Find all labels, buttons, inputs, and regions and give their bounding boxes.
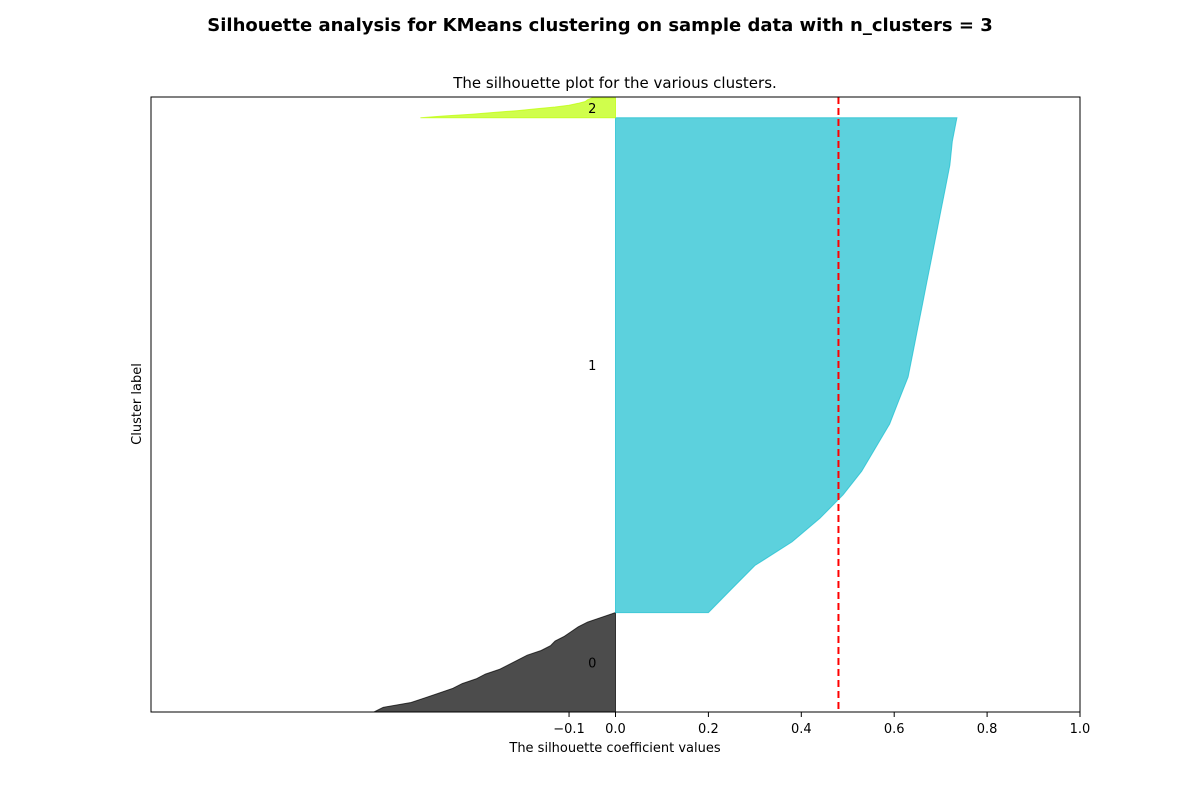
x-tick-label: 1.0	[1070, 722, 1091, 737]
chart-title: The silhouette plot for the various clus…	[452, 74, 777, 92]
x-tick-label: 0.0	[605, 722, 626, 737]
x-tick-label: 0.2	[698, 722, 719, 737]
x-tick-label: −0.1	[553, 722, 585, 737]
cluster-0-silhouette	[373, 611, 616, 713]
x-tick-label: 0.6	[884, 722, 905, 737]
x-axis-label: The silhouette coefficient values	[508, 741, 720, 756]
y-axis-label: Cluster label	[130, 363, 145, 445]
x-axis-ticks: −0.1 0.0 0.2 0.4 0.6 0.8 1.0	[553, 712, 1090, 737]
cluster-0-label: 0	[588, 656, 596, 671]
cluster-2-silhouette	[420, 97, 616, 119]
x-tick-label: 0.8	[977, 722, 998, 737]
cluster-1-label: 1	[588, 359, 596, 374]
cluster-2-label: 2	[588, 102, 596, 117]
x-tick-label: 0.4	[791, 722, 812, 737]
plot-area: 0 1 2	[150, 96, 1081, 713]
figure-suptitle: Silhouette analysis for KMeans clusterin…	[207, 15, 992, 36]
cluster-1-silhouette	[615, 117, 958, 614]
